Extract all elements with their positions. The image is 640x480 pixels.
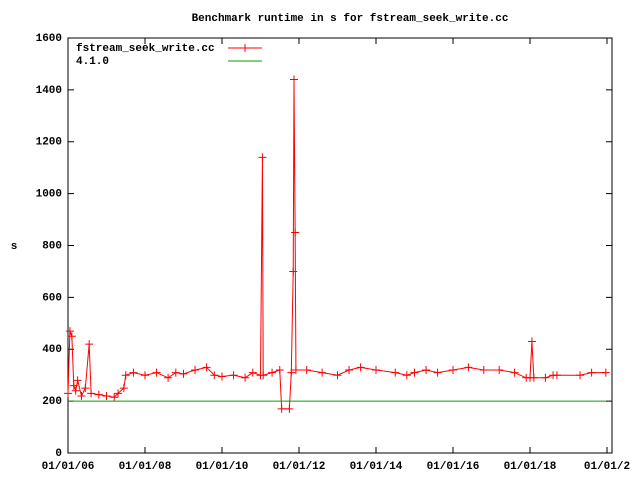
point-marker [552,371,561,380]
point-marker [69,381,78,390]
y-tick-label: 1600 [36,33,62,45]
point-marker [229,371,238,380]
point-marker [179,369,188,378]
point-marker [87,389,96,398]
point-marker [576,371,585,380]
point-marker [64,389,72,398]
y-tick-label: 1400 [36,85,62,97]
point-marker [285,404,294,413]
x-tick-label: 01/01/18 [504,461,557,473]
chart-title: Benchmark runtime in s for fstream_seek_… [192,13,509,25]
y-axis-label: s [11,241,18,253]
point-marker [164,373,173,382]
y-tick-label: 400 [42,344,62,356]
point-marker [248,368,257,377]
point-marker [402,371,411,380]
point-marker [171,368,180,377]
point-marker [210,371,219,380]
point-marker [448,366,457,374]
x-tick-label: 01/01/16 [427,461,480,473]
point-marker [495,366,504,374]
point-marker [391,368,400,377]
point-marker [601,368,610,377]
point-marker [287,368,296,377]
point-marker [152,368,161,377]
point-marker [289,75,298,84]
point-marker [67,332,76,341]
x-tick-label: 01/01/10 [196,461,249,473]
point-marker [587,368,596,377]
x-tick-label: 01/01/06 [42,461,95,473]
legend-label: 4.1.0 [76,56,109,68]
legend-label: fstream_seek_write.cc [76,43,215,55]
legend-marker [241,44,249,52]
y-tick-label: 800 [42,240,62,252]
y-tick-label: 0 [55,448,62,460]
point-marker [121,371,130,380]
point-marker [410,368,419,377]
point-marker [94,390,103,399]
point-marker [268,368,277,377]
point-marker [217,372,226,381]
point-marker [464,363,473,372]
point-marker [275,366,284,374]
y-tick-label: 1000 [36,189,62,201]
point-marker [102,391,111,400]
x-tick-label: 01/01/2 [584,461,630,473]
point-marker [318,368,327,377]
point-marker [541,373,550,382]
point-marker [529,373,538,382]
y-tick-label: 600 [42,292,62,304]
x-tick-label: 01/01/14 [350,461,403,473]
point-marker [479,366,488,374]
x-tick-label: 01/01/08 [119,461,172,473]
point-marker [510,368,519,377]
point-marker [291,366,300,374]
point-marker [140,371,149,380]
point-marker [333,371,342,380]
point-marker [277,404,286,413]
y-tick-label: 200 [42,396,62,408]
point-marker [291,228,300,237]
point-marker [289,267,298,276]
point-marker [356,363,365,372]
plot-frame [67,37,613,454]
point-marker [85,340,94,349]
point-marker [77,391,86,400]
point-marker [527,337,536,346]
point-marker [422,366,431,374]
point-marker [433,368,442,377]
point-marker [119,384,128,393]
point-marker [371,366,380,374]
point-marker [73,376,82,385]
point-marker [110,393,119,402]
point-marker [81,384,90,393]
y-tick-label: 1200 [36,137,62,149]
point-marker [241,373,250,382]
point-marker [302,366,311,374]
point-marker [129,368,138,377]
point-marker [114,389,123,398]
point-marker [259,371,268,380]
point-marker [191,366,200,374]
x-tick-label: 01/01/12 [273,461,326,473]
point-marker [202,363,211,372]
point-marker [71,386,80,395]
point-marker [345,366,354,374]
point-marker [65,327,74,336]
point-marker [258,153,267,162]
series-line [67,79,606,410]
